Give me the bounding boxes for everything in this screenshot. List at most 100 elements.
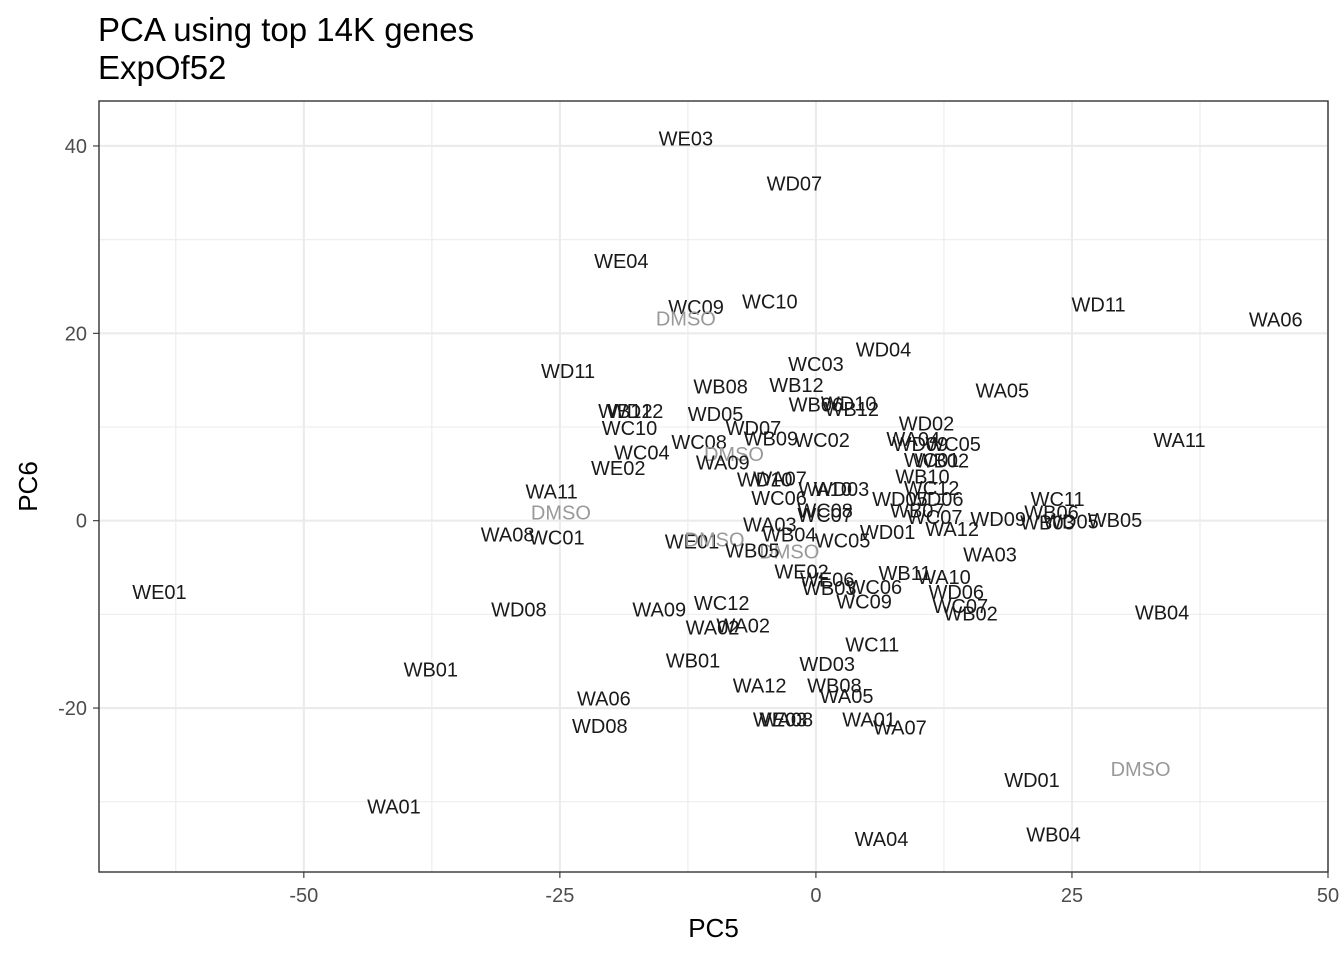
point-label-sample: WB01 — [404, 660, 458, 682]
point-label-sample: WB12 — [598, 401, 652, 423]
point-label-sample: WD09 — [970, 509, 1026, 531]
point-label-sample: WD05 — [872, 489, 928, 511]
point-label-sample: WA11 — [1153, 430, 1205, 452]
point-label-sample: WC06 — [847, 577, 903, 599]
point-label-sample: WA11 — [526, 482, 578, 504]
plot-panel-border — [98, 100, 1329, 873]
point-label-sample: WB10 — [895, 467, 949, 489]
point-label-sample: WB06 — [789, 395, 843, 417]
point-label-sample: WC01 — [904, 450, 960, 472]
point-label-sample: WC07 — [933, 596, 989, 618]
y-tick-label: -20 — [58, 698, 87, 720]
point-label-sample: WA04 — [855, 829, 909, 851]
point-label-sample: WD12 — [608, 401, 664, 423]
y-axis: -20 0 20 40 — [58, 136, 99, 720]
point-label-sample: WC08 — [797, 500, 853, 522]
point-label-sample: WD07 — [726, 418, 782, 440]
point-label-sample: WA02 — [716, 616, 770, 638]
point-label-sample: WD05 — [1043, 512, 1099, 534]
point-label-sample: WD02 — [899, 413, 955, 435]
point-label-sample: WD11 — [541, 361, 595, 383]
point-label-sample: WD01 — [1004, 770, 1060, 792]
chart-subtitle: ExpOf52 — [98, 49, 226, 86]
point-label-sample: WA04 — [886, 429, 940, 451]
point-label-sample: WA09 — [632, 600, 686, 622]
point-label-sample: WD11 — [1072, 294, 1126, 316]
point-label-sample: WC10 — [742, 291, 798, 313]
point-label-sample: WC09 — [836, 591, 892, 613]
point-label-sample: WB01 — [666, 650, 720, 672]
point-label-sample: WA03 — [963, 544, 1017, 566]
point-label-sample: WD03 — [814, 479, 870, 501]
point-label-sample: WC12 — [904, 478, 960, 500]
point-label-sample: WB12 — [825, 399, 879, 421]
point-label-sample: WB08 — [693, 377, 747, 399]
point-label-sample: WE06 — [800, 570, 854, 592]
point-label-sample: WA06 — [1249, 309, 1303, 331]
point-label-sample: WC02 — [794, 430, 850, 452]
x-tick-label: 0 — [810, 885, 821, 907]
x-tick-label: 25 — [1061, 885, 1083, 907]
point-label-sample: WA10 — [917, 567, 971, 589]
x-tick-label: 50 — [1317, 885, 1339, 907]
point-label-sample: WA12 — [733, 676, 787, 698]
point-label-sample: WA06 — [577, 689, 631, 711]
point-label-sample: WA10 — [798, 479, 852, 501]
point-label-sample: WB07 — [890, 500, 944, 522]
point-label-sample: WA02 — [686, 617, 740, 639]
x-tick-label: -50 — [289, 885, 318, 907]
point-label-sample: WD05 — [688, 404, 744, 426]
point-label-sample: WE02 — [591, 458, 645, 480]
point-label-sample: WB03 — [1020, 513, 1074, 535]
point-label-sample: WC08 — [671, 432, 727, 454]
point-label-sample: WD04 — [856, 339, 912, 361]
point-label-sample: WB04 — [1026, 825, 1080, 847]
point-label-sample: WB09 — [744, 428, 798, 450]
point-label-sample: WC04 — [614, 442, 670, 464]
point-label-sample: WA08 — [759, 709, 813, 731]
point-label-sample: WC11 — [1031, 489, 1085, 511]
point-label-sample: WC12 — [694, 593, 750, 615]
point-label-sample: WB05 — [1088, 510, 1142, 532]
point-label-control: DMSO — [759, 542, 819, 564]
point-label-sample: WD09 — [893, 434, 949, 456]
point-label-sample: WD07 — [767, 173, 823, 195]
point-label-sample: WC01 — [529, 528, 585, 550]
point-label-sample: WC06 — [751, 488, 807, 510]
point-label-sample: WC07 — [907, 507, 963, 529]
point-label-sample: WC05 — [925, 434, 981, 456]
point-label-sample: WC09 — [668, 297, 724, 319]
y-tick-label: 40 — [65, 136, 87, 158]
point-label-sample: WA05 — [820, 686, 874, 708]
point-label-sample: WB02 — [915, 451, 969, 473]
point-label-sample: WD06 — [908, 489, 964, 511]
point-label-sample: WE01 — [665, 531, 719, 553]
point-label-control: DMSO — [1111, 759, 1171, 781]
point-label-sample: WA08 — [481, 525, 535, 547]
point-label-sample: WA12 — [925, 519, 979, 541]
point-label-sample: WB02 — [943, 603, 997, 625]
point-label-sample: WB03 — [802, 578, 856, 600]
point-label-sample: WB08 — [807, 676, 861, 698]
point-label-sample: WC11 — [845, 634, 899, 656]
point-label-control: DMSO — [531, 502, 591, 524]
point-label-sample: WA05 — [975, 380, 1029, 402]
point-label-sample: WB11 — [879, 563, 932, 585]
point-label-sample: WA09 — [696, 453, 750, 475]
point-label-control: DMSO — [656, 308, 716, 330]
point-label-sample: WD08 — [572, 716, 628, 738]
point-label-control: DMSO — [704, 444, 764, 466]
point-label-sample: WA03 — [743, 514, 797, 536]
point-label-sample: WD10 — [821, 394, 877, 416]
point-label-sample: WB12 — [769, 375, 823, 397]
y-tick-label: 20 — [65, 323, 87, 345]
point-label-sample: WC10 — [602, 418, 658, 440]
point-label-sample: WE02 — [774, 561, 828, 583]
x-axis-title: PC5 — [688, 913, 739, 943]
point-label-sample: WB04 — [1135, 603, 1189, 625]
point-label-sample: WC05 — [815, 530, 871, 552]
major-gridlines — [99, 101, 1330, 872]
chart-title: PCA using top 14K genes — [98, 11, 474, 48]
